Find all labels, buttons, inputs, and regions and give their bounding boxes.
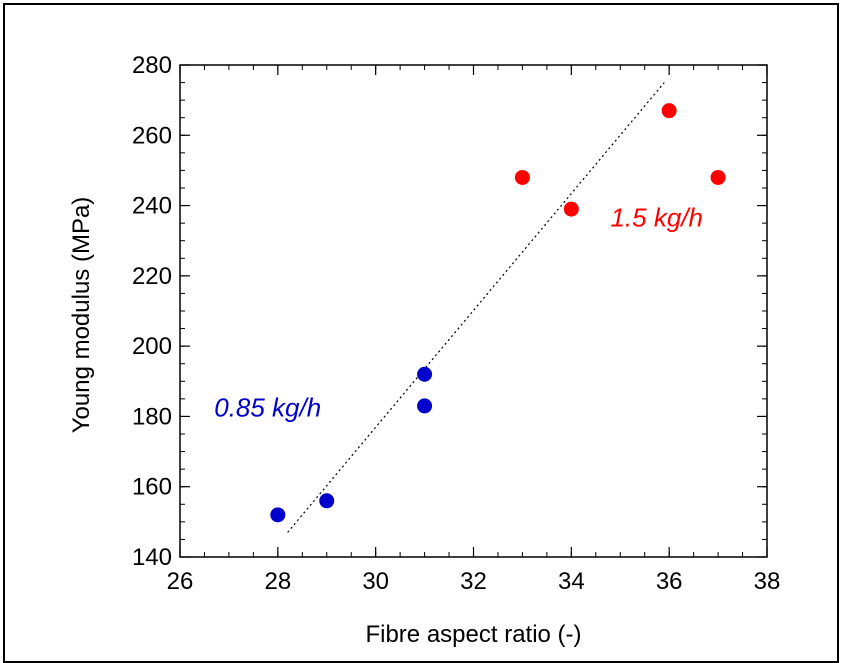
y-tick-label: 260 [132,122,172,149]
x-axis-label: Fibre aspect ratio (-) [365,621,581,648]
y-tick-label: 180 [132,403,172,430]
major-ticks [179,64,768,558]
plot-area [179,64,768,558]
x-tick-label: 34 [558,568,585,595]
x-tick-label: 26 [167,568,194,595]
x-tick-label: 30 [362,568,389,595]
x-tick-label: 36 [656,568,683,595]
data-point [417,398,433,414]
y-tick-label: 200 [132,333,172,360]
data-point [710,169,726,185]
y-tick-label: 220 [132,263,172,290]
y-tick-label: 240 [132,193,172,220]
y-tick-label: 140 [132,544,172,571]
figure-frame [3,3,839,663]
trendline [287,82,665,533]
data-point [270,507,286,523]
tick-labels: 26 28 30 32 34 36 38 140 160 180 200 220 240 260 280 [132,52,780,595]
data-point [417,366,433,382]
data-point [563,201,579,217]
y-tick-label: 160 [132,474,172,501]
data-points [270,103,726,523]
annotations: 0.85 kg/h 1.5 kg/h [214,203,703,423]
x-tick-label: 28 [264,568,291,595]
y-axis-label: Young modulus (MPa) [68,197,95,434]
y-tick-label: 280 [132,52,172,79]
data-point [514,169,530,185]
x-tick-label: 38 [754,568,781,595]
series-annotation-label: 0.85 kg/h [214,392,321,422]
data-point [661,103,677,119]
minor-ticks [179,64,768,558]
data-point [319,493,335,509]
x-tick-label: 32 [460,568,487,595]
series-annotation-label: 1.5 kg/h [610,203,703,233]
